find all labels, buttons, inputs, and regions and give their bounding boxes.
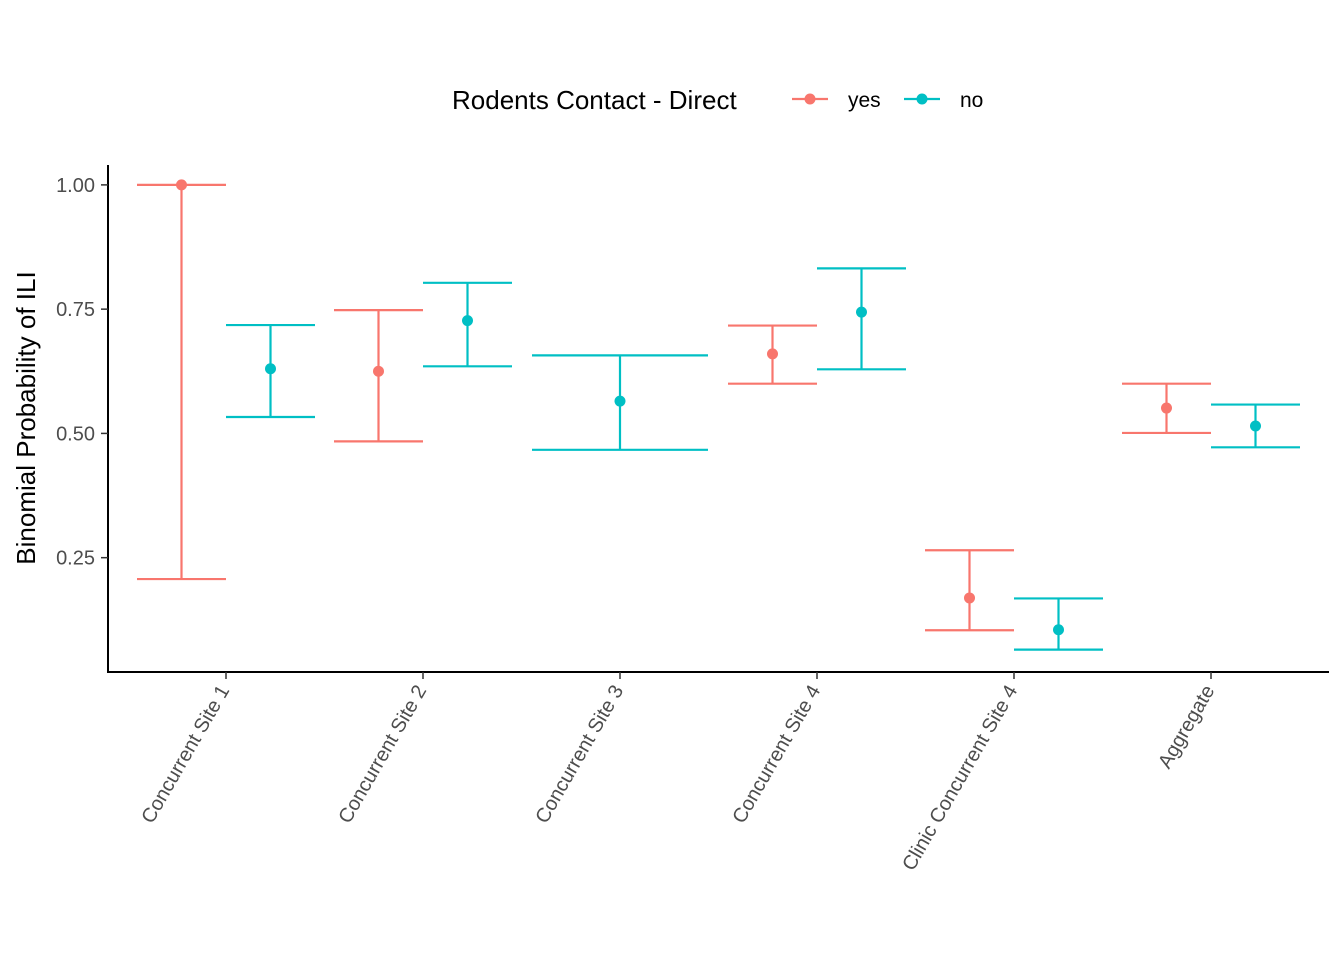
point-estimate: [176, 179, 187, 191]
y-axis-ticks: 0.25 0.50 0.75 1.00: [56, 175, 108, 570]
y-tick-label: 0.25: [56, 548, 95, 570]
error-bar-no: [817, 267, 906, 371]
point-estimate: [1250, 420, 1261, 432]
error-bar-yes: [1122, 382, 1211, 435]
x-tick-label: Clinic Concurrent Site 4: [898, 682, 1022, 875]
error-bar-yes: [925, 549, 1014, 632]
error-bar-no: [226, 323, 315, 419]
point-estimate: [462, 315, 473, 327]
y-axis-title: Binomial Probability of ILI: [11, 271, 41, 564]
y-tick-label: 0.50: [56, 423, 95, 445]
point-estimate: [767, 348, 778, 360]
error-bar-no: [1211, 403, 1300, 449]
error-bar-no: [532, 354, 708, 451]
x-tick-label: Concurrent Site 3: [531, 682, 628, 828]
error-bar-yes: [728, 324, 817, 385]
legend: Rodents Contact - Direct yes no: [452, 85, 983, 115]
legend-label-no: no: [960, 89, 983, 112]
x-tick-label: Concurrent Site 4: [728, 682, 825, 828]
legend-key-point: [916, 93, 928, 105]
point-estimate: [964, 592, 975, 604]
error-bar-no: [1014, 597, 1103, 651]
error-bar-yes: [137, 179, 226, 581]
x-axis-ticks: Concurrent Site 1 Concurrent Site 2 Concur…: [137, 672, 1219, 874]
legend-label-yes: yes: [848, 89, 881, 112]
y-tick-label: 0.75: [56, 299, 95, 321]
point-estimate: [856, 306, 867, 318]
error-bar-yes: [334, 309, 423, 443]
point-estimate: [614, 395, 626, 407]
point-estimate: [265, 363, 276, 375]
plot-area: 0.250.500.751.00 Concurrent Site 1 Concur…: [56, 165, 1329, 874]
point-estimate: [1161, 402, 1172, 414]
point-estimate: [373, 365, 384, 377]
y-tick-label: 1.00: [56, 175, 95, 197]
legend-title: Rodents Contact - Direct: [452, 85, 737, 115]
x-tick-label: Concurrent Site 1: [137, 682, 234, 828]
error-bar-marks: [137, 179, 1300, 651]
x-tick-label: Concurrent Site 2: [334, 682, 431, 828]
legend-key-point: [804, 93, 816, 105]
point-estimate: [1053, 624, 1064, 636]
legend-items: yes no: [792, 89, 983, 112]
x-tick-label: Aggregate: [1154, 682, 1219, 773]
error-bar-no: [423, 281, 512, 368]
